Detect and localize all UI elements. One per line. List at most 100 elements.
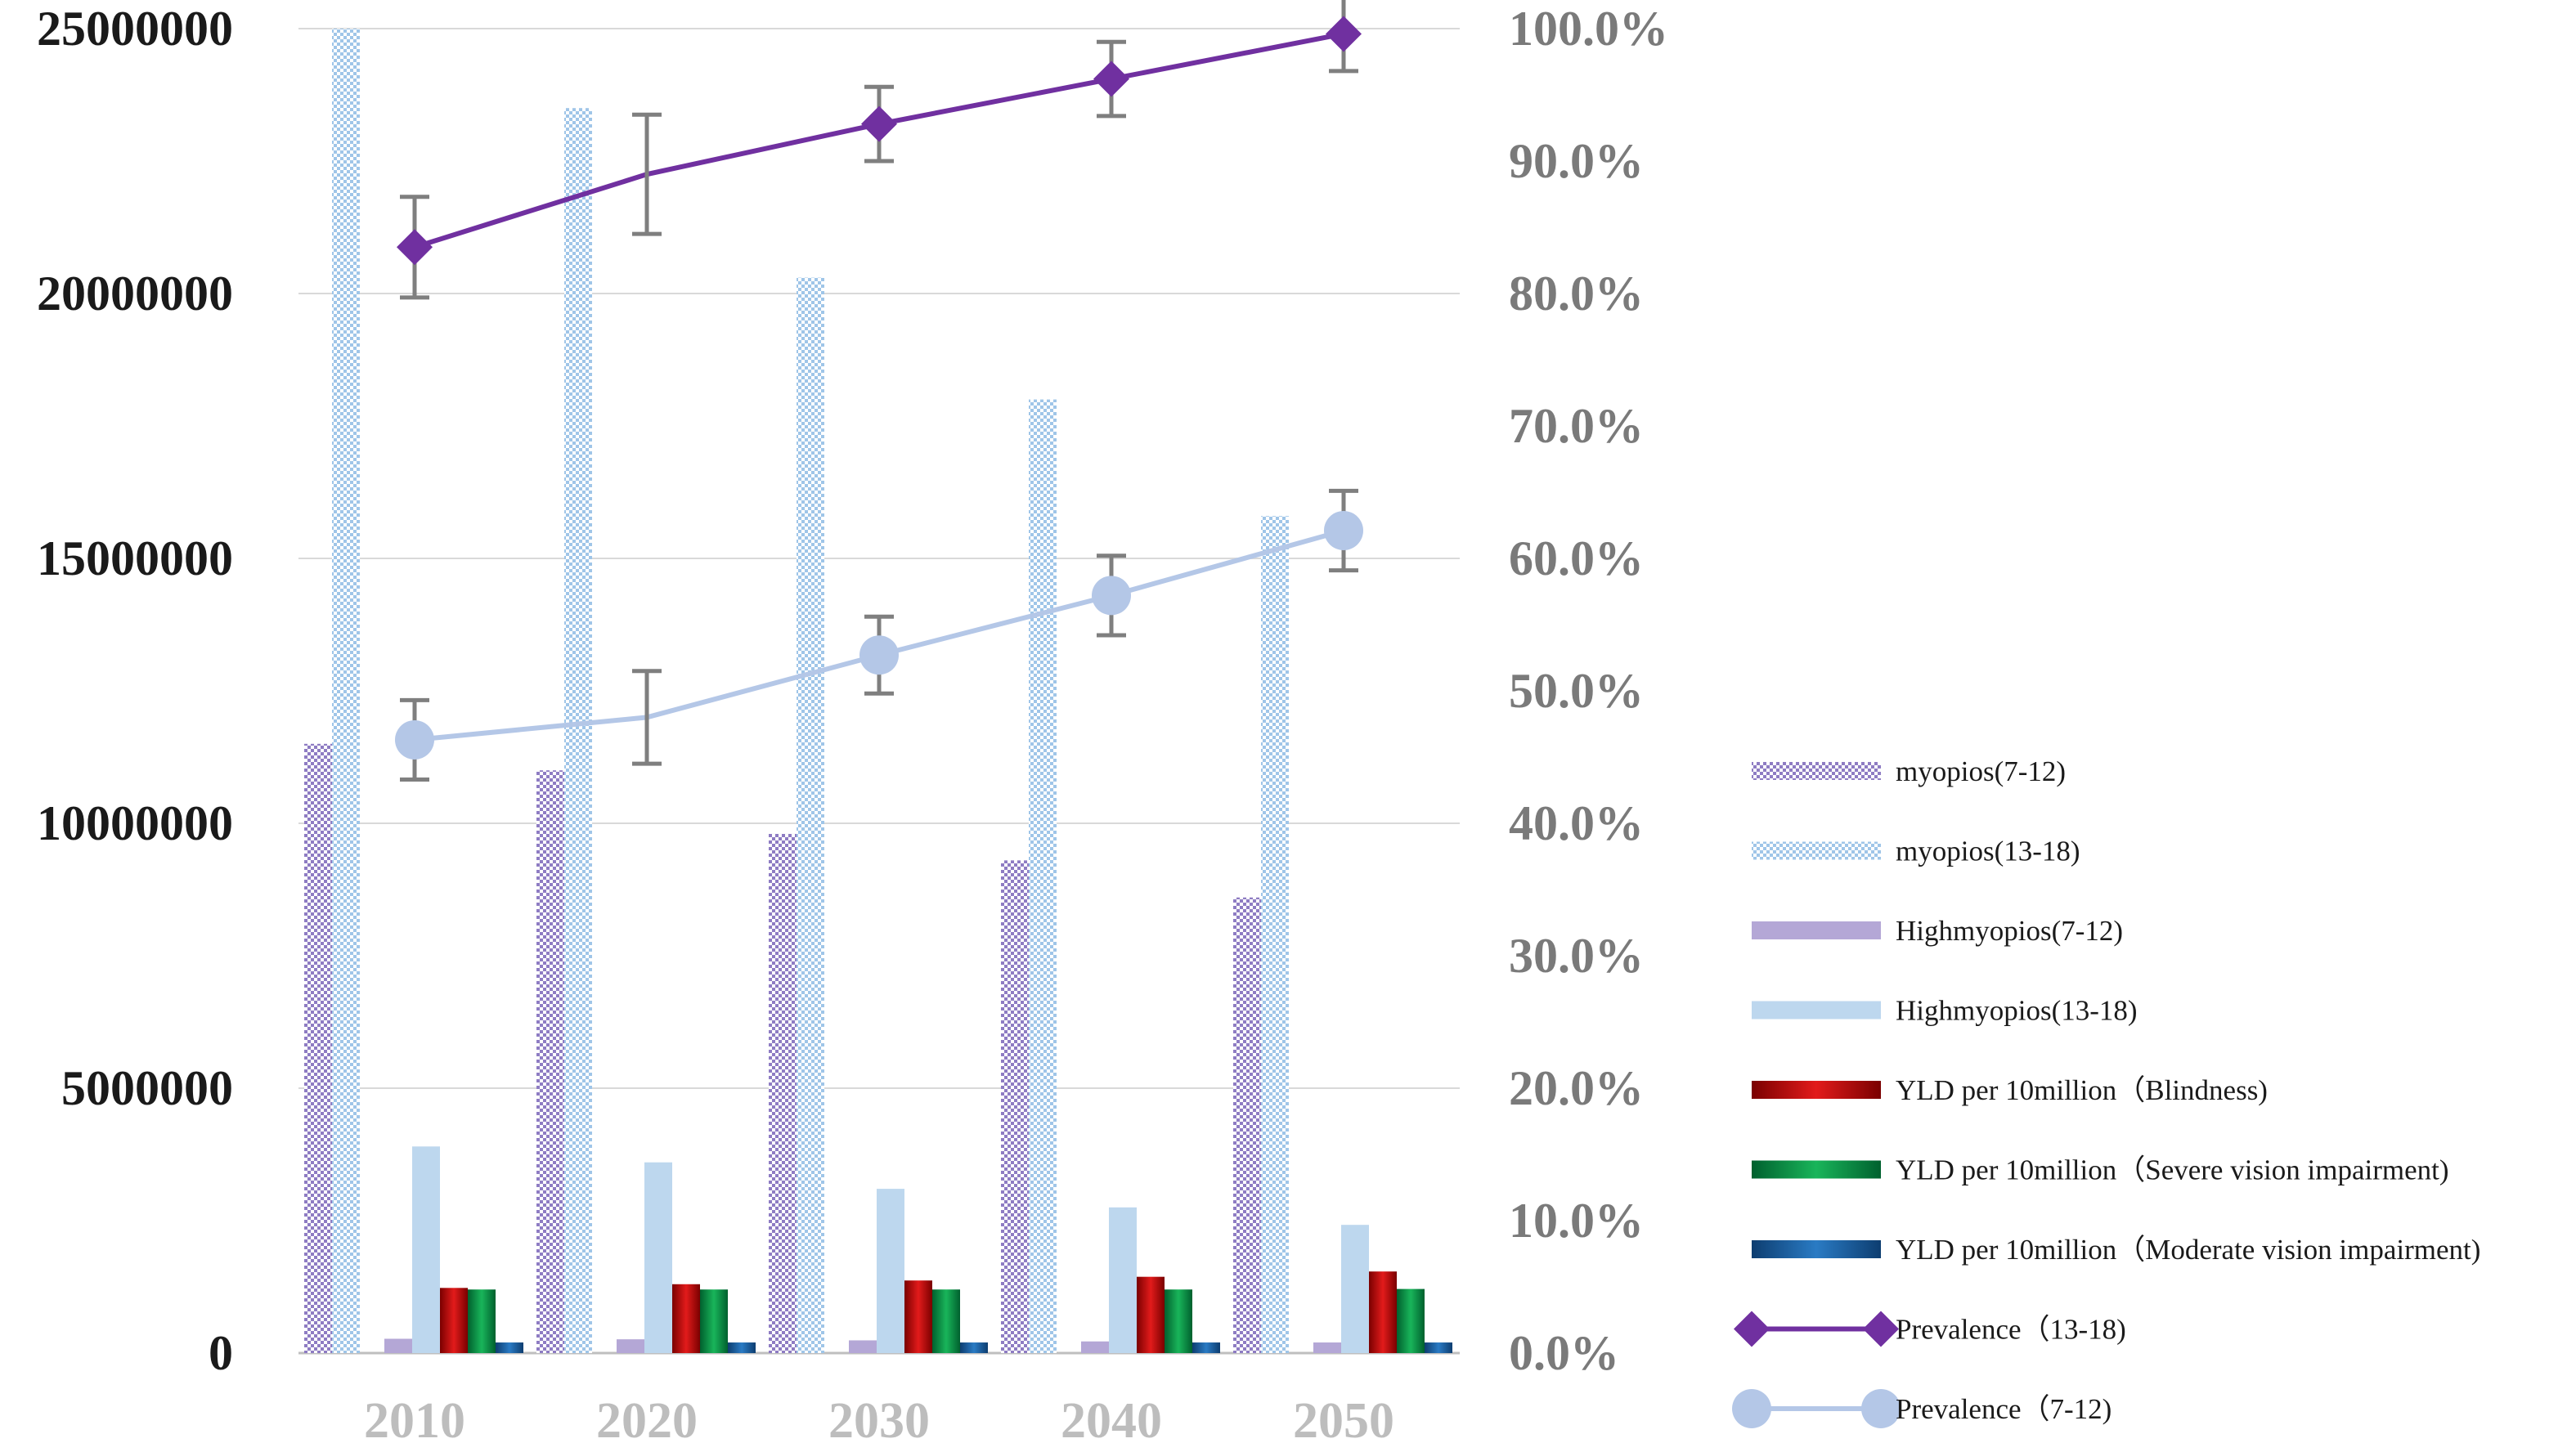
point-prevalence-7-12-2040 [1092, 576, 1131, 616]
bar-yld-blindness-2050 [1369, 1271, 1397, 1353]
left-tick-label: 15000000 [37, 531, 233, 585]
right-tick-label: 40.0% [1509, 796, 1644, 850]
point-prevalence-13-18-2050 [1326, 16, 1362, 52]
right-tick-label: 50.0% [1509, 664, 1644, 718]
x-tick-label: 2040 [1061, 1393, 1162, 1449]
bar-myopia-13-18-2030 [797, 277, 824, 1353]
point-prevalence-13-18-2030 [861, 105, 897, 142]
legend: myopios(7-12) myopios(13-18) Highmyopios(7… [1732, 755, 2480, 1428]
bar-myopia-13-18-2020 [564, 108, 592, 1354]
bar-yld-severe-2010 [468, 1289, 496, 1353]
legend-label: myopios(13-18) [1896, 836, 2080, 867]
legend-swatch [1752, 921, 1881, 939]
bar-group [304, 29, 1452, 1354]
x-tick-label: 2050 [1293, 1393, 1394, 1449]
bar-yld-severe-2030 [932, 1289, 960, 1353]
bar-yld-blindness-2010 [440, 1288, 468, 1353]
legend-item-yld-moderate: YLD per 10million（Moderate vision impair… [1752, 1234, 2480, 1266]
left-tick-label: 20000000 [37, 267, 233, 320]
bar-myopia-7-12-2050 [1233, 897, 1261, 1353]
bar-high-myopia-13-18-2030 [877, 1189, 904, 1353]
bar-myopia-7-12-2040 [1001, 860, 1029, 1353]
bar-high-myopia-7-12-2010 [384, 1338, 412, 1353]
legend-swatch [1752, 1001, 1881, 1020]
bar-yld-blindness-2020 [672, 1284, 700, 1353]
legend-label: YLD per 10million（Moderate vision impair… [1896, 1234, 2480, 1266]
legend-swatch [1752, 1081, 1881, 1099]
bar-yld-blindness-2030 [904, 1280, 932, 1353]
right-tick-label: 30.0% [1509, 929, 1644, 983]
legend-label: YLD per 10million（Blindness) [1896, 1074, 2268, 1106]
bar-myopia-7-12-2010 [304, 743, 332, 1353]
legend-item-yld-blindness: YLD per 10million（Blindness) [1752, 1074, 2268, 1106]
left-tick-label: 25000000 [37, 2, 233, 56]
legend-marker [1732, 1389, 1771, 1428]
bar-high-myopia-7-12-2050 [1313, 1342, 1341, 1353]
legend-swatch [1752, 1240, 1881, 1258]
bar-high-myopia-7-12-2040 [1081, 1341, 1109, 1353]
bar-high-myopia-13-18-2010 [412, 1146, 440, 1353]
bar-yld-moderate-2020 [728, 1342, 756, 1353]
right-tick-label: 60.0% [1509, 531, 1644, 585]
bar-yld-severe-2040 [1165, 1289, 1192, 1353]
bar-myopia-7-12-2030 [769, 833, 797, 1353]
point-prevalence-7-12-2050 [1324, 510, 1363, 550]
right-tick-label: 0.0% [1509, 1326, 1619, 1380]
bar-myopia-13-18-2040 [1029, 399, 1057, 1354]
point-prevalence-13-18-2040 [1093, 60, 1129, 97]
legend-swatch [1752, 841, 1881, 860]
legend-item-prevalence-13-18: Prevalence（13-18) [1734, 1311, 2126, 1347]
legend-label: Highmyopios(13-18) [1896, 995, 2138, 1027]
errorbar-prevalence-13-18-2020 [632, 112, 662, 236]
bar-high-myopia-13-18-2020 [644, 1162, 672, 1353]
bar-myopia-7-12-2020 [536, 770, 564, 1353]
legend-label: Prevalence（13-18) [1896, 1314, 2126, 1346]
right-tick-label: 70.0% [1509, 399, 1644, 453]
point-prevalence-7-12-2010 [395, 719, 434, 760]
right-tick-label: 100.0% [1509, 2, 1668, 56]
errorbar-prevalence-7-12-2020 [632, 669, 662, 766]
bar-yld-moderate-2050 [1425, 1342, 1452, 1353]
point-prevalence-7-12-2030 [859, 635, 899, 675]
bar-yld-blindness-2040 [1137, 1276, 1165, 1353]
legend-swatch [1752, 762, 1881, 780]
bar-yld-moderate-2030 [960, 1342, 988, 1353]
legend-marker [1861, 1389, 1901, 1428]
x-tick-label: 2020 [596, 1393, 698, 1449]
left-tick-label: 5000000 [61, 1061, 233, 1115]
legend-item-prevalence-7-12: Prevalence（7-12) [1732, 1389, 2112, 1428]
bar-high-myopia-7-12-2030 [849, 1340, 877, 1353]
bar-yld-moderate-2010 [496, 1342, 523, 1353]
left-tick-label: 10000000 [37, 796, 233, 850]
right-tick-label: 20.0% [1509, 1061, 1644, 1115]
legend-item-high-myopia-13-18: Highmyopios(13-18) [1752, 995, 2138, 1027]
legend-swatch [1752, 1160, 1881, 1179]
legend-label: Prevalence（7-12) [1896, 1393, 2112, 1425]
legend-label: myopios(7-12) [1896, 755, 2066, 787]
legend-item-yld-severe: YLD per 10million（Severe vision impairme… [1752, 1154, 2449, 1186]
point-prevalence-13-18-2010 [397, 229, 433, 266]
legend-marker [1734, 1311, 1770, 1347]
bar-yld-severe-2020 [700, 1289, 728, 1353]
right-tick-label: 10.0% [1509, 1194, 1644, 1248]
bar-yld-severe-2050 [1397, 1288, 1425, 1353]
bar-high-myopia-7-12-2020 [617, 1339, 644, 1353]
legend-item-myopia-7-12: myopios(7-12) [1752, 755, 2066, 787]
legend-item-myopia-13-18: myopios(13-18) [1752, 836, 2080, 867]
right-tick-label: 90.0% [1509, 134, 1644, 188]
bar-yld-moderate-2040 [1192, 1342, 1220, 1353]
bar-high-myopia-13-18-2050 [1341, 1225, 1369, 1353]
bar-high-myopia-13-18-2040 [1109, 1207, 1137, 1353]
x-tick-label: 2030 [828, 1393, 930, 1449]
line-group [395, 0, 1363, 782]
bar-myopia-13-18-2050 [1261, 516, 1289, 1353]
left-tick-label: 0 [209, 1326, 233, 1380]
legend-marker [1863, 1311, 1899, 1347]
bar-myopia-13-18-2010 [332, 29, 360, 1353]
legend-item-high-myopia-7-12: Highmyopios(7-12) [1752, 915, 2123, 947]
right-tick-label: 80.0% [1509, 267, 1644, 320]
x-tick-label: 2010 [364, 1393, 465, 1449]
legend-label: YLD per 10million（Severe vision impairme… [1896, 1154, 2449, 1186]
legend-label: Highmyopios(7-12) [1896, 915, 2123, 947]
